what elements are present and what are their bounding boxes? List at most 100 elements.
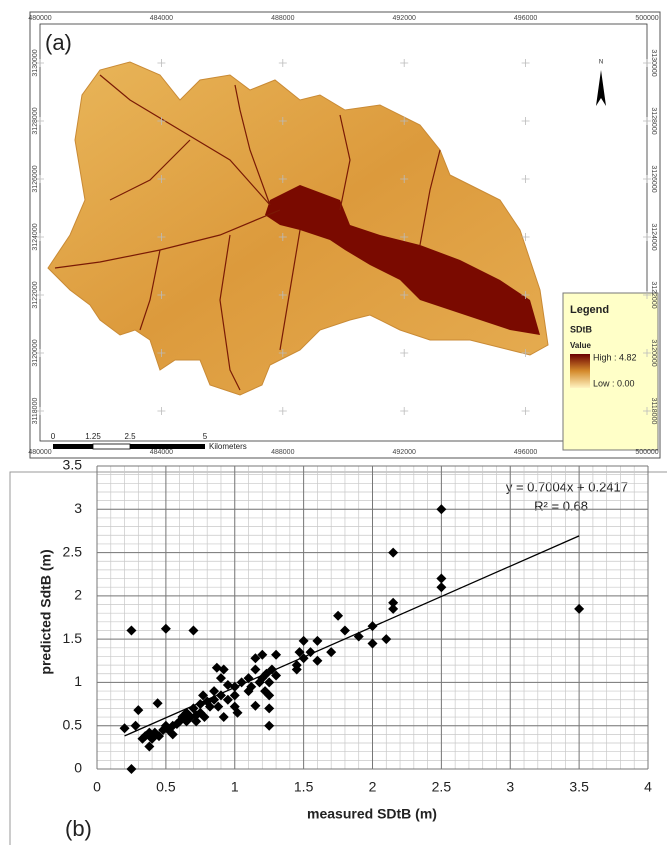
point: [152, 698, 163, 709]
point: [291, 660, 302, 671]
point: [243, 673, 254, 684]
point: [215, 673, 226, 684]
scale-segment: [53, 444, 93, 449]
legend-layer: SDtB: [570, 324, 592, 334]
map-x-tick-label: 480000: [28, 15, 51, 22]
grid-cross: [521, 175, 530, 183]
panel-label: (a): [45, 30, 72, 55]
grid-cross: [157, 59, 166, 67]
x-tick-label: 2.5: [432, 779, 452, 795]
grid-cross: [36, 175, 44, 183]
grid-cross: [400, 291, 409, 299]
point: [436, 504, 447, 515]
x-axis-title: measured SDtB (m): [307, 806, 437, 822]
grid-cross: [278, 407, 287, 415]
scale-segment: [92, 443, 131, 450]
legend-high: High : 4.82: [593, 352, 637, 362]
map-y-tick-label: 3118000: [650, 398, 657, 425]
grid-cross: [157, 233, 166, 241]
grid-cross: [643, 349, 651, 357]
point: [153, 731, 164, 742]
map-y-tick-label: 3122000: [650, 281, 657, 308]
grid-cross: [400, 407, 409, 415]
map-y-tick-label: 3130000: [32, 49, 39, 76]
point: [367, 638, 378, 649]
x-tick-label: 1.5: [294, 779, 314, 795]
y-tick-label: 3.5: [63, 457, 83, 473]
scale-label: 1.25: [85, 432, 101, 441]
point: [250, 664, 261, 675]
grid-cross: [521, 117, 530, 125]
point: [199, 712, 210, 723]
grid-cross: [643, 175, 651, 183]
point: [264, 677, 275, 688]
point: [381, 634, 392, 645]
map-x-tick-label: 500000: [635, 449, 658, 456]
point: [333, 610, 344, 621]
y-tick-label: 1.5: [63, 630, 83, 646]
x-tick-label: 1: [231, 779, 239, 795]
point: [133, 705, 144, 716]
grid-cross: [157, 291, 166, 299]
point: [312, 635, 323, 646]
scale-unit: Kilometers: [209, 442, 247, 451]
point: [215, 690, 226, 701]
point: [353, 631, 364, 642]
point: [218, 664, 229, 675]
map-y-tick-label: 3124000: [650, 223, 657, 250]
channels: [54, 74, 441, 391]
grid-cross: [278, 291, 287, 299]
point: [119, 723, 130, 734]
x-tick-label: 3: [506, 779, 514, 795]
y-tick-label: 2.5: [63, 543, 83, 559]
y-axis-title: predicted SdtB (m): [38, 549, 54, 674]
point: [229, 690, 240, 701]
point: [264, 690, 275, 701]
north-label: N: [599, 60, 603, 66]
valley: [265, 185, 540, 335]
map-panel: Legend SDtB Value High : 4.82 Low : 0.00…: [28, 11, 661, 459]
point: [257, 649, 268, 660]
map-y-tick-label: 3120000: [650, 339, 657, 366]
map-x-tick-label: 484000: [150, 449, 173, 456]
point: [271, 670, 282, 681]
scale-label: 0: [51, 432, 56, 441]
chart-panel: (b) measured SDtB (m) predicted SdtB (m)…: [9, 471, 667, 845]
point: [188, 625, 199, 636]
point: [130, 720, 141, 731]
grid-cross: [400, 349, 409, 357]
point: [298, 635, 309, 646]
grid-cross: [643, 117, 651, 125]
grid-cross: [643, 407, 651, 415]
legend-field: Value: [570, 341, 591, 350]
point: [222, 680, 233, 691]
grid-cross: [36, 349, 44, 357]
point: [250, 700, 261, 711]
map-y-tick-label: 3124000: [32, 223, 39, 250]
point: [436, 573, 447, 584]
point: [167, 729, 178, 740]
grid-cross: [278, 59, 287, 67]
legend-title: Legend: [570, 304, 609, 316]
point: [209, 694, 220, 705]
grid-cross: [521, 407, 530, 415]
map-x-tick-label: 492000: [393, 449, 416, 456]
legend-low: Low : 0.00: [593, 378, 635, 388]
point: [232, 707, 243, 718]
map-y-tick-label: 3128000: [650, 107, 657, 134]
point: [222, 694, 233, 705]
north-arrow: N: [596, 60, 606, 106]
legend-ramp: [570, 354, 590, 388]
map-x-tick-label: 492000: [393, 15, 416, 22]
y-tick-label: 1: [74, 673, 82, 689]
grid-cross: [278, 233, 287, 241]
map-y-tick-label: 3130000: [650, 49, 657, 76]
point: [126, 764, 137, 774]
point: [204, 701, 215, 712]
map-y-tick-label: 3118000: [32, 398, 39, 425]
x-tick-label: 0: [93, 779, 101, 795]
grid-cross: [157, 407, 166, 415]
grid-cross: [521, 291, 530, 299]
point: [367, 621, 378, 632]
